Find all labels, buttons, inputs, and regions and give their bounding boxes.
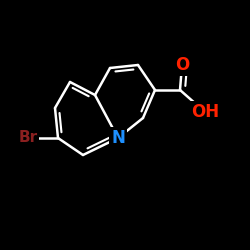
Text: Br: Br (18, 130, 38, 146)
Text: OH: OH (191, 103, 219, 121)
Text: O: O (175, 56, 189, 74)
Text: N: N (111, 129, 125, 147)
